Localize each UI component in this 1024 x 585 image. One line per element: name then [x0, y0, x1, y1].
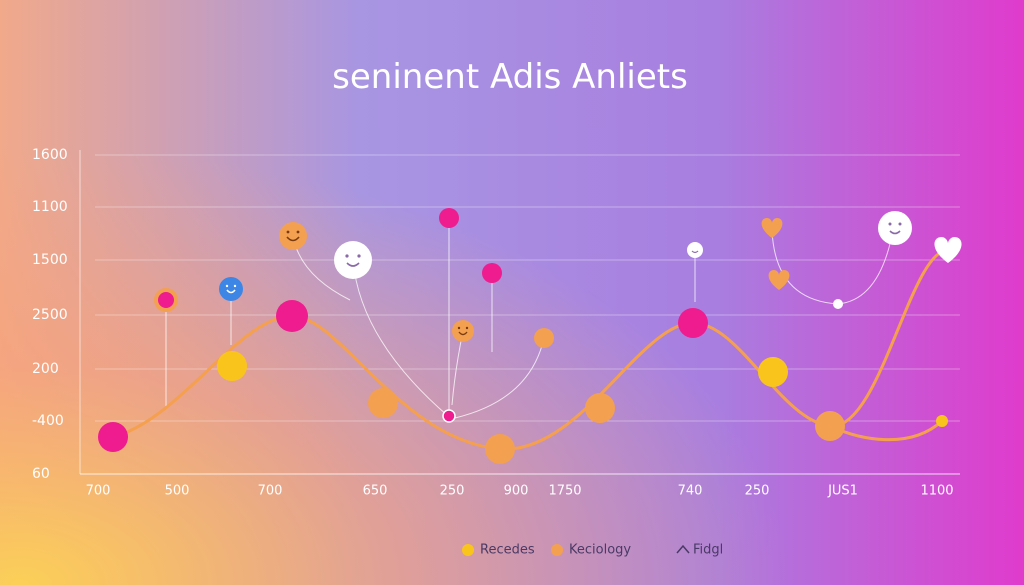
- heart: [934, 237, 962, 263]
- x-tick-label: 500: [165, 484, 190, 499]
- x-tick-label: 700: [86, 484, 111, 499]
- legend-label: Recedes: [480, 543, 535, 558]
- bubble: [815, 411, 845, 441]
- connectors: [165, 218, 894, 419]
- x-labels: 700 500 700 650 250 900 1750 740 250 JUS1 1100: [86, 484, 954, 499]
- y-tick-label: 60: [32, 466, 50, 482]
- bubbles: [98, 208, 948, 464]
- bubble: [585, 393, 615, 423]
- face: [687, 242, 703, 258]
- x-tick-label: 740: [678, 484, 703, 499]
- x-tick-label: 700: [258, 484, 283, 499]
- legend-label: Fidgl: [693, 543, 723, 558]
- y-tick-label: 1600: [32, 147, 68, 163]
- x-tick-label: 1750: [548, 484, 581, 499]
- heart: [768, 270, 790, 290]
- chart-title: seninent Adis Anliets: [332, 57, 688, 97]
- bubble: [98, 422, 128, 452]
- x-tick-label: 250: [440, 484, 465, 499]
- y-tick-label: 1100: [32, 199, 68, 215]
- bubble: [482, 263, 502, 283]
- bubble: [368, 388, 398, 418]
- bubble: [158, 292, 174, 308]
- bubble: [678, 308, 708, 338]
- legend: Recedes Keciology Fidgl: [462, 543, 723, 558]
- legend-swatch: [551, 544, 563, 556]
- bubble: [936, 415, 948, 427]
- faces: [219, 211, 912, 342]
- bubble: [439, 208, 459, 228]
- legend-swatch: [676, 544, 690, 554]
- face: [452, 320, 474, 342]
- y-tick-label: -400: [32, 413, 64, 429]
- x-tick-label: 650: [363, 484, 388, 499]
- connector: [771, 229, 839, 305]
- face: [219, 277, 243, 301]
- legend-swatch: [462, 544, 474, 556]
- face: [334, 241, 372, 279]
- x-tick-label: 1100: [920, 484, 953, 499]
- bubble: [276, 300, 308, 332]
- bubble: [442, 409, 456, 423]
- y-tick-label: 200: [32, 361, 59, 377]
- hearts: [761, 218, 962, 290]
- face: [878, 211, 912, 245]
- x-tick-label: 900: [504, 484, 529, 499]
- bubble: [833, 299, 843, 309]
- connector: [454, 337, 545, 419]
- bubble: [485, 434, 515, 464]
- x-tick-label: 250: [745, 484, 770, 499]
- face: [279, 222, 307, 250]
- heart: [761, 218, 783, 238]
- connector: [352, 259, 449, 417]
- bubble: [758, 357, 788, 387]
- y-tick-label: 1500: [32, 252, 68, 268]
- y-tick-label: 2500: [32, 307, 68, 323]
- bubble: [534, 328, 554, 348]
- legend-label: Keciology: [569, 543, 631, 558]
- y-labels: 1600 1100 1500 2500 200 -400 60: [32, 147, 68, 482]
- bubble: [217, 351, 247, 381]
- x-tick-label: JUS1: [827, 484, 858, 499]
